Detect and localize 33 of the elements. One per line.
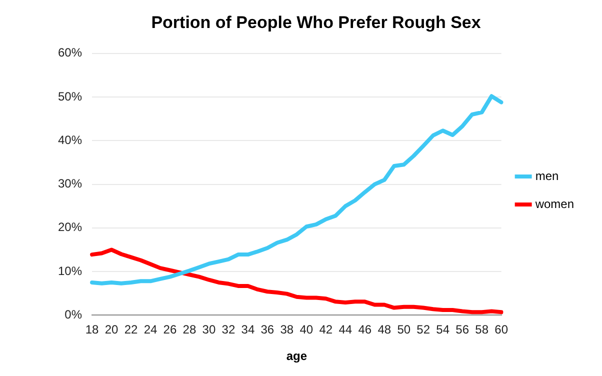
y-tick-label: 40% xyxy=(58,132,82,147)
x-tick-label: 52 xyxy=(416,322,430,337)
x-tick-label: 50 xyxy=(397,322,411,337)
x-tick-label: 42 xyxy=(319,322,333,337)
y-tick-label: 50% xyxy=(58,89,82,104)
x-tick-label: 48 xyxy=(378,322,392,337)
x-tick-label: 36 xyxy=(260,322,274,337)
y-tick-label: 20% xyxy=(58,220,82,234)
x-tick-label: 56 xyxy=(456,322,470,337)
x-tick-label: 32 xyxy=(222,322,236,337)
x-tick-label: 34 xyxy=(241,322,255,337)
x-axis-title: age xyxy=(286,349,308,364)
legend-label: women xyxy=(534,196,574,211)
chart-title: Portion of People Who Prefer Rough Sex xyxy=(151,12,482,32)
x-tick-label: 30 xyxy=(202,322,216,337)
x-tick-label: 20 xyxy=(104,322,118,337)
x-tick-label: 54 xyxy=(436,322,450,337)
y-tick-label: 60% xyxy=(58,46,82,60)
x-tick-label: 18 xyxy=(85,322,100,337)
x-tick-label: 44 xyxy=(338,322,352,337)
x-tick-label: 46 xyxy=(358,322,372,337)
x-tick-label: 22 xyxy=(124,322,138,337)
y-tick-label: 0% xyxy=(64,308,82,322)
x-tick-label: 40 xyxy=(300,322,314,337)
x-tick-label: 58 xyxy=(475,322,489,337)
x-tick-label: 28 xyxy=(182,322,196,337)
x-tick-label: 60 xyxy=(494,322,508,337)
y-tick-label: 30% xyxy=(58,176,82,191)
y-tick-label: 10% xyxy=(58,264,82,278)
x-tick-label: 26 xyxy=(163,322,177,337)
legend-label: men xyxy=(535,168,559,183)
x-tick-label: 38 xyxy=(280,322,294,337)
x-tick-label: 24 xyxy=(144,322,158,337)
